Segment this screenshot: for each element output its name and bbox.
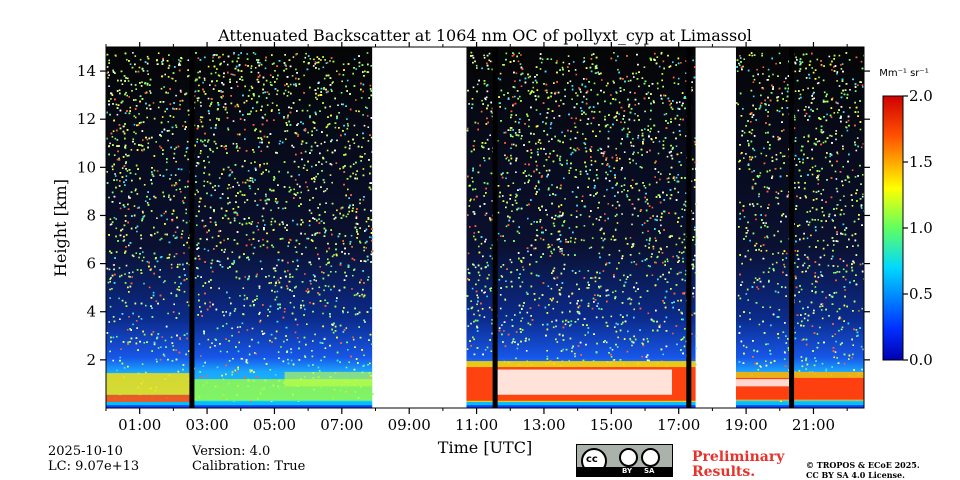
x-tick-label: 01:00 bbox=[118, 416, 161, 434]
cc-by-label: BY bbox=[622, 467, 633, 475]
colorbar-tick-label: 1.5 bbox=[909, 153, 933, 171]
footer-calibration: Calibration: True bbox=[192, 459, 306, 474]
data-segment-2 bbox=[735, 47, 864, 408]
y-tick-label: 14 bbox=[77, 62, 96, 80]
y-tick-label: 8 bbox=[86, 206, 96, 224]
x-tick-label: 17:00 bbox=[657, 416, 700, 434]
cc-by-sa-icon: cc BY SA bbox=[576, 444, 673, 477]
dark-profile-3 bbox=[789, 47, 795, 408]
cc-sa-label: SA bbox=[644, 467, 655, 475]
dark-profile-0 bbox=[189, 47, 195, 408]
footer-date: 2025-10-10 bbox=[48, 444, 123, 459]
y-tick-label: 4 bbox=[86, 303, 96, 321]
heatmap-area bbox=[106, 47, 864, 408]
x-axis: 01:00 03:00 05:00 07:00 09:00 11:00 13:00 15:00… bbox=[105, 42, 848, 434]
y-tick-label: 2 bbox=[86, 351, 96, 369]
x-tick-label: 13:00 bbox=[522, 416, 565, 434]
chart-title: Attenuated Backscatter at 1064 nm OC of … bbox=[217, 26, 752, 45]
data-segment-1 bbox=[466, 47, 696, 408]
colorbar-unit: Mm⁻¹ sr⁻¹ bbox=[879, 68, 928, 79]
colorbar-tick-label: 2.0 bbox=[909, 87, 933, 105]
y-axis: 2 4 6 8 10 12 14 bbox=[77, 62, 870, 369]
dark-profile-2 bbox=[686, 47, 692, 408]
colorbar-tick-label: 1.0 bbox=[909, 219, 933, 237]
x-tick-label: 09:00 bbox=[388, 416, 431, 434]
y-axis-label: Height [km] bbox=[51, 179, 70, 277]
x-tick-label: 11:00 bbox=[455, 416, 498, 434]
y-tick-label: 6 bbox=[86, 255, 96, 273]
footer-lc: LC: 9.07e+13 bbox=[48, 459, 140, 474]
colorbar bbox=[882, 95, 904, 361]
x-tick-label: 03:00 bbox=[185, 416, 228, 434]
dark-profile-1 bbox=[492, 47, 498, 408]
colorbar-ticks: 0.0 0.5 1.0 1.5 2.0 bbox=[903, 87, 933, 369]
x-tick-label: 15:00 bbox=[590, 416, 633, 434]
colorbar-tick-label: 0.5 bbox=[909, 285, 933, 303]
x-tick-label: 21:00 bbox=[792, 416, 835, 434]
colorbar-tick-label: 0.0 bbox=[909, 351, 933, 369]
boundary-layer bbox=[106, 361, 864, 408]
footer-version: Version: 4.0 bbox=[192, 444, 271, 459]
x-tick-label: 07:00 bbox=[320, 416, 363, 434]
copyright-note: © TROPOS & ECoE 2025. CC BY SA 4.0 Licen… bbox=[806, 460, 920, 480]
data-segment-0 bbox=[106, 47, 373, 408]
x-tick-label: 19:00 bbox=[724, 416, 767, 434]
plot-frame bbox=[105, 46, 865, 409]
y-tick-label: 12 bbox=[77, 110, 96, 128]
x-axis-label: Time [UTC] bbox=[438, 438, 532, 457]
y-tick-label: 10 bbox=[77, 158, 96, 176]
preliminary-results-note: Preliminary Results. bbox=[692, 449, 785, 480]
x-tick-label: 05:00 bbox=[253, 416, 296, 434]
